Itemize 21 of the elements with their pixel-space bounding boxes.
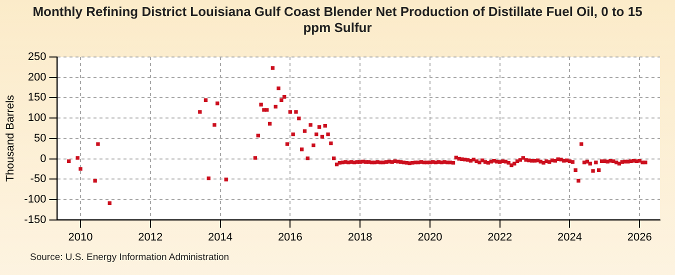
source-note: Source: U.S. Energy Information Administration	[30, 252, 230, 263]
y-tick-label: -100	[24, 193, 46, 206]
y-axis-title: Thousand Barrels	[4, 94, 17, 182]
x-tick-label: 2024	[557, 231, 582, 244]
x-tick-label: 2014	[208, 231, 233, 244]
y-tick-label: 50	[34, 132, 46, 144]
x-tick-label: 2016	[278, 231, 302, 244]
y-tick-label: 0	[40, 152, 46, 165]
y-tick-label: -50	[30, 173, 46, 186]
y-tick-label: 150	[28, 92, 46, 104]
y-tick-label: 100	[28, 112, 46, 124]
x-tick-label: 2022	[488, 231, 512, 244]
x-tick-label: 2020	[418, 231, 442, 244]
x-tick-label: 2018	[348, 231, 372, 244]
y-tick-label: -150	[24, 214, 46, 226]
x-tick-label: 2026	[627, 231, 652, 244]
y-tick-label: 200	[28, 71, 46, 84]
x-tick-label: 2010	[68, 231, 93, 244]
y-tick-label: 250	[28, 51, 46, 64]
chart-title: Monthly Refining District Louisiana Gulf Coast Blender Net Production of Distillate Fuel Oil, 0 to 15 ppm Sulfur	[32, 4, 644, 36]
x-tick-label: 2012	[138, 231, 163, 244]
